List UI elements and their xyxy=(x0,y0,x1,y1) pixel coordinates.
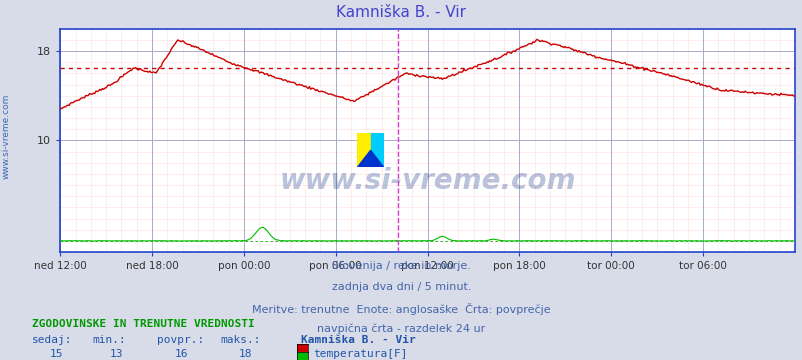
Text: temperatura[F]: temperatura[F] xyxy=(313,349,407,359)
Text: Meritve: trenutne  Enote: anglosaške  Črta: povprečje: Meritve: trenutne Enote: anglosaške Črta… xyxy=(252,303,550,315)
Text: 13: 13 xyxy=(110,349,124,359)
Polygon shape xyxy=(371,133,383,167)
Text: Slovenija / reke in morje.: Slovenija / reke in morje. xyxy=(332,261,470,271)
Text: 18: 18 xyxy=(238,349,252,359)
Text: Kamniška B. - Vir: Kamniška B. - Vir xyxy=(336,5,466,21)
Text: ZGODOVINSKE IN TRENUTNE VREDNOSTI: ZGODOVINSKE IN TRENUTNE VREDNOSTI xyxy=(32,319,254,329)
Text: sedaj:: sedaj: xyxy=(32,335,72,345)
Text: Kamniška B. - Vir: Kamniška B. - Vir xyxy=(301,335,415,345)
Text: www.si-vreme.com: www.si-vreme.com xyxy=(279,167,575,194)
Text: www.si-vreme.com: www.si-vreme.com xyxy=(2,94,11,180)
Text: 16: 16 xyxy=(174,349,188,359)
Text: povpr.:: povpr.: xyxy=(156,335,204,345)
Text: zadnja dva dni / 5 minut.: zadnja dva dni / 5 minut. xyxy=(331,282,471,292)
Text: maks.:: maks.: xyxy=(221,335,261,345)
Text: navpična črta - razdelek 24 ur: navpična črta - razdelek 24 ur xyxy=(317,324,485,334)
Polygon shape xyxy=(357,133,371,167)
Text: min.:: min.: xyxy=(92,335,126,345)
Text: 15: 15 xyxy=(50,349,63,359)
Polygon shape xyxy=(357,150,383,167)
